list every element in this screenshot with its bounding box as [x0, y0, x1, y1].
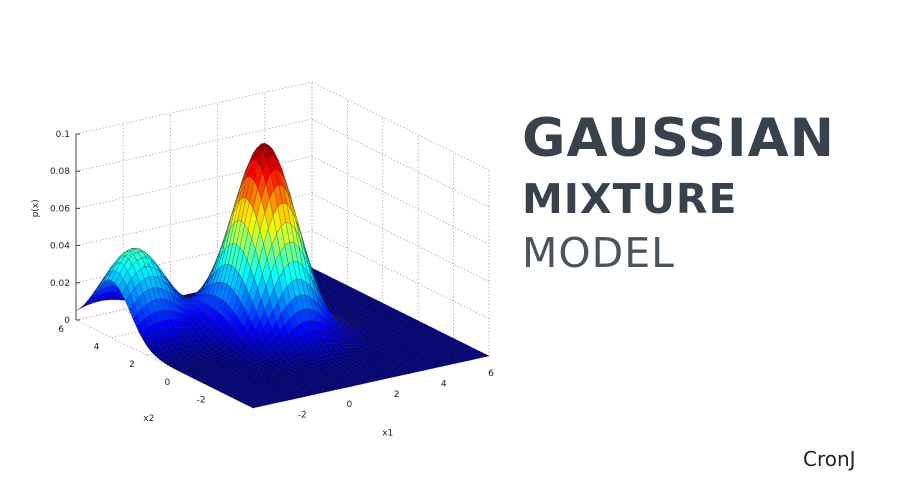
z-tick-label: 0.1: [56, 130, 70, 140]
title-gaussian: GAUSSIAN: [522, 108, 835, 169]
grid-line: [75, 230, 490, 320]
z-axis-label: p(x): [31, 199, 41, 217]
x2-tick-label: 6: [58, 325, 64, 335]
x1-tick-label: 0: [347, 400, 353, 410]
grid-line: [75, 319, 254, 409]
surface-mesh: [75, 142, 490, 409]
x2-tick-label: 2: [129, 360, 135, 370]
z-tick-label: 0.04: [50, 242, 70, 252]
grid-line: [75, 118, 490, 208]
brand-logo: CronJ: [803, 447, 856, 471]
z-tick-label: 0.06: [50, 204, 70, 214]
surface-patch: [480, 354, 490, 358]
grid-line: [75, 81, 490, 171]
x1-tick-label: 2: [394, 390, 400, 400]
x1-tick-label: 4: [441, 379, 447, 389]
title-block: GAUSSIAN MIXTURE MODEL: [522, 104, 835, 280]
title-model: MODEL: [522, 229, 675, 277]
x2-tick-label: 4: [94, 343, 100, 353]
grid-line: [75, 155, 490, 245]
x2-axis-label: x2: [143, 414, 154, 424]
z-tick-label: 0: [64, 316, 70, 326]
z-tick-label: 0.08: [50, 167, 70, 177]
x1-axis-label: x1: [382, 429, 393, 439]
x1-tick-label: -2: [298, 411, 307, 421]
x1-tick-label: 6: [488, 369, 494, 379]
z-tick-label: 0.02: [50, 279, 70, 289]
grid-line: [75, 193, 490, 282]
x2-tick-label: 0: [164, 378, 170, 388]
axes: 0 0.02 0.04 0.06 0.08 0.1 p(x) -2 0 2 4 6 x2 -2 0 2 4 6 x1: [31, 130, 494, 439]
title-mixture: MIXTURE: [522, 175, 738, 223]
x2-tick-label: -2: [197, 395, 206, 405]
